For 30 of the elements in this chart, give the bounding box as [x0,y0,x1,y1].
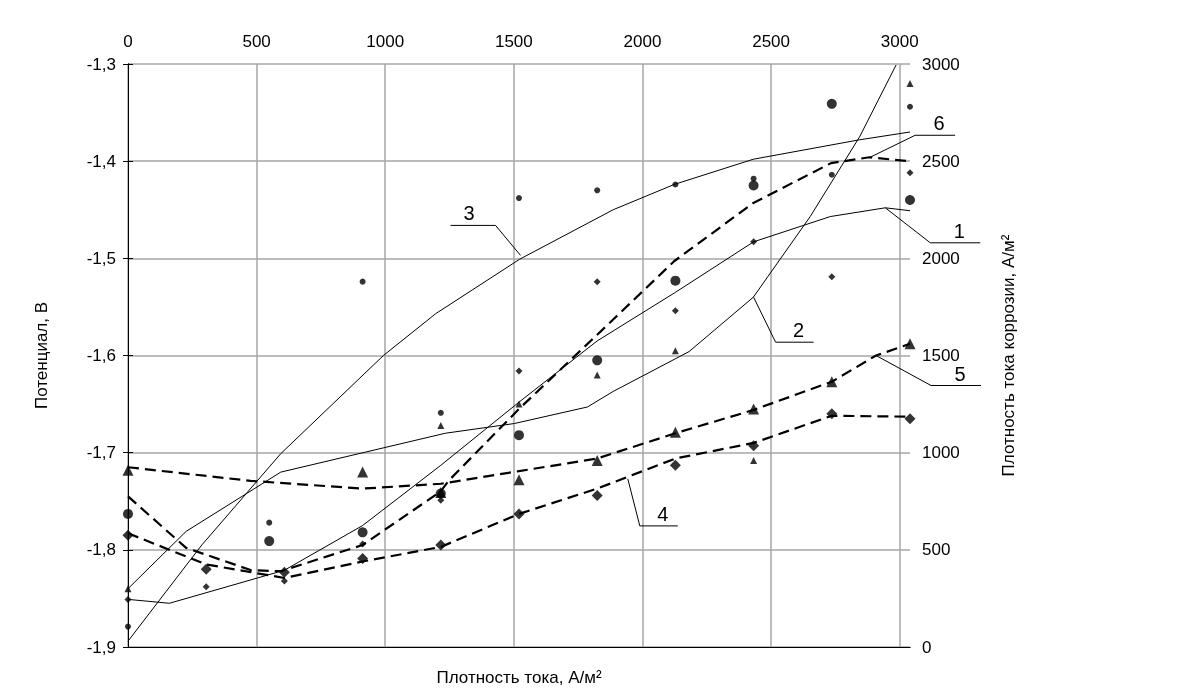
x-tick-label: 1500 [494,32,533,51]
x-tick-label: 500 [242,32,271,51]
annotation: 5 [954,362,966,385]
annotation: 4 [657,502,669,525]
x-tick-label: 2500 [752,32,791,51]
y-tick-label: -1,4 [86,151,116,171]
x-tick-label: 0 [123,32,133,51]
y-tick-label: -1,8 [86,540,116,560]
y2-tick-label: 2500 [922,151,960,171]
x-tick-label: 3000 [880,32,919,51]
y-axis-title: Потенциал, В [32,301,51,410]
y-tick-label: -1,6 [86,346,116,365]
x-axis-title: Плотность тока, А/м² [436,668,602,687]
annotation: 1 [953,219,965,242]
y2-axis-title: Плотность тока коррозии, А/м² [999,234,1018,477]
y2-tick-label: 500 [922,540,951,560]
annotation: 2 [793,319,805,342]
y2-tick-label: 1000 [922,443,960,463]
y-tick-label: -1,7 [86,443,116,463]
y2-tick-label: 3000 [922,54,960,74]
y2-tick-label: 2000 [922,248,960,268]
annotation: 3 [463,202,475,225]
x-tick-label: 2000 [623,32,662,51]
y2-tick-label: 0 [922,637,932,657]
y-tick-label: -1,3 [86,54,116,74]
y2-tick-label: 1500 [922,346,960,365]
x-tick-label: 1000 [366,32,405,51]
y-tick-label: -1,9 [86,637,116,657]
annotation: 6 [933,112,945,135]
y-tick-label: -1,5 [86,248,116,268]
